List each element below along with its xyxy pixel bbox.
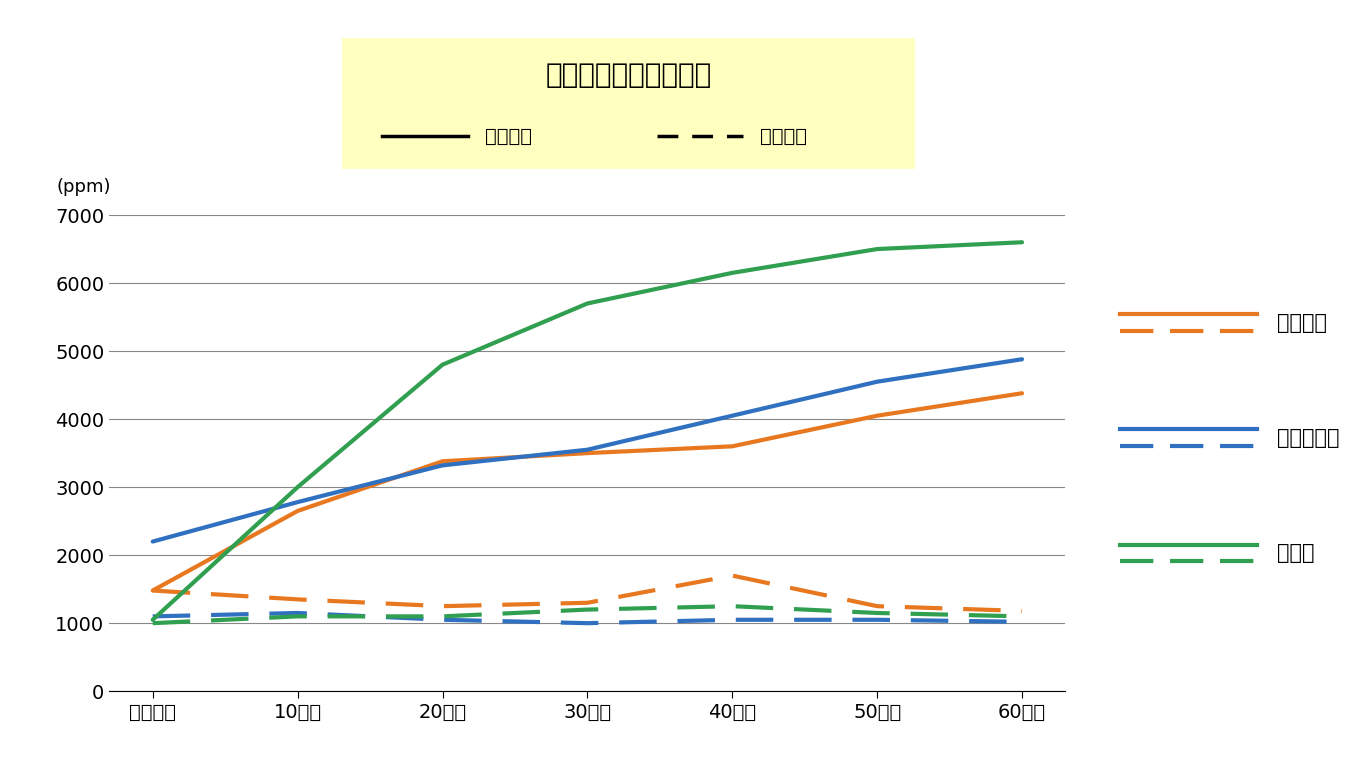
Text: 郊外・山道: 郊外・山道 (1277, 428, 1340, 448)
Text: 車内の二酸化炭素濃度: 車内の二酸化炭素濃度 (545, 61, 712, 89)
Text: 内気循環: 内気循環 (761, 127, 807, 146)
Text: 高速道路: 高速道路 (1277, 313, 1328, 333)
FancyBboxPatch shape (307, 31, 949, 177)
Text: 市街地: 市街地 (1277, 543, 1314, 563)
Text: (ppm): (ppm) (57, 178, 111, 196)
Text: 外気導入: 外気導入 (485, 127, 531, 146)
